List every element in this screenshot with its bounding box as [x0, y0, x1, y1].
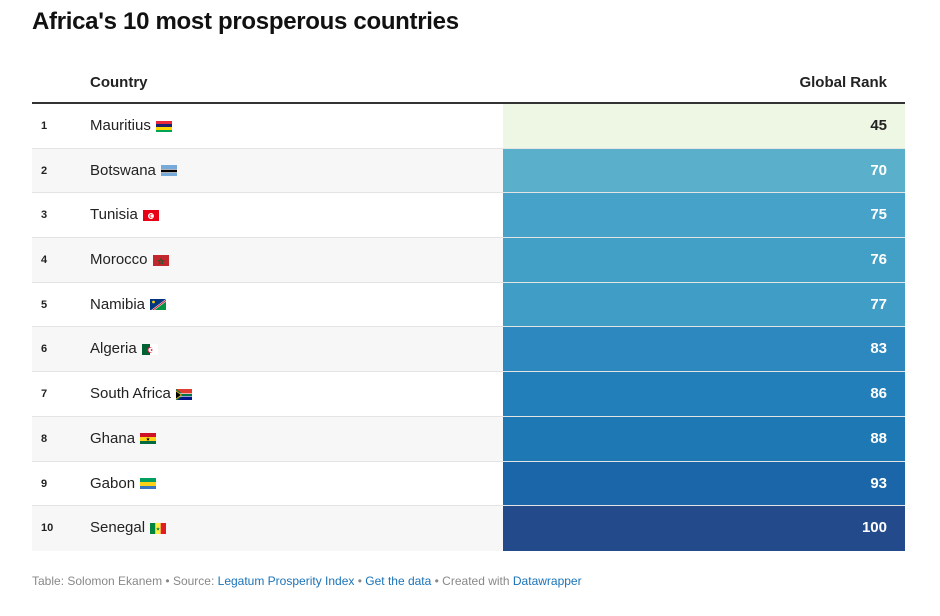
rank-heat-cell: 100 — [503, 506, 905, 551]
country-name: Tunisia — [90, 206, 138, 224]
row-number: 5 — [41, 298, 48, 311]
get-data-link[interactable]: Get the data — [365, 574, 432, 588]
rank-value: 93 — [870, 474, 887, 492]
rank-heat-cell: 70 — [503, 148, 905, 193]
row-number: 7 — [41, 388, 48, 401]
namibia-flag-icon — [150, 298, 167, 311]
chart-title: Africa's 10 most prosperous countries — [32, 8, 459, 35]
table-row: 5 Namibia 77 — [32, 282, 905, 328]
table-row: 10 Senegal 100 — [32, 506, 905, 551]
footer-credits: Table: Solomon Ekanem • Source: Legatum … — [32, 574, 582, 588]
country-cell: Senegal — [90, 519, 167, 537]
ranking-table: Country Global Rank 1 Mauritius 45 2 Botswan… — [32, 62, 905, 551]
table-row: 9 Gabon 93 — [32, 461, 905, 507]
algeria-flag-icon — [141, 343, 158, 355]
column-header-global-rank[interactable]: Global Rank — [799, 74, 887, 91]
country-name: South Africa — [90, 385, 171, 403]
rank-heat-cell: 83 — [503, 327, 905, 372]
rank-heat-cell: 86 — [503, 372, 905, 416]
country-name: Senegal — [90, 519, 146, 537]
country-cell: Mauritius — [90, 117, 172, 134]
datawrapper-link[interactable]: Datawrapper — [512, 574, 582, 588]
country-cell: Botswana — [90, 162, 177, 179]
footer-separator: • — [354, 574, 366, 588]
table-row: 4 Morocco 76 — [32, 238, 905, 283]
table-row: 3 Tunisia 75 — [32, 193, 905, 239]
rank-value: 76 — [870, 251, 887, 269]
mauritius-flag-icon — [155, 120, 172, 132]
country-cell: Algeria — [90, 340, 158, 357]
botswana-flag-icon — [160, 164, 177, 177]
senegal-flag-icon — [150, 522, 167, 534]
rank-value: 70 — [870, 161, 887, 179]
country-name: Botswana — [90, 161, 156, 179]
row-number: 2 — [41, 164, 48, 177]
rank-heat-cell: 75 — [503, 193, 905, 238]
rank-heat-cell: 77 — [503, 282, 905, 327]
country-cell: South Africa — [90, 385, 192, 402]
rank-value: 86 — [870, 385, 887, 403]
row-number: 6 — [41, 343, 48, 356]
rank-heat-cell: 45 — [503, 104, 905, 148]
country-cell: Ghana — [90, 429, 157, 447]
country-name: Algeria — [90, 340, 137, 358]
gabon-flag-icon — [140, 477, 157, 489]
row-number: 4 — [41, 254, 48, 267]
footer-credit-text: Table: Solomon Ekanem • Source: — [32, 574, 218, 588]
row-number: 10 — [41, 522, 54, 535]
row-number: 9 — [41, 477, 48, 490]
footer-created-with: • Created with — [431, 574, 513, 588]
rank-value: 100 — [861, 519, 887, 537]
country-name: Mauritius — [90, 117, 151, 134]
country-name: Gabon — [90, 474, 136, 492]
table-row: 2 Botswana 70 — [32, 148, 905, 194]
table-row: 6 Algeria 83 — [32, 327, 905, 373]
source-link[interactable]: Legatum Prosperity Index — [217, 574, 355, 588]
rank-value: 75 — [870, 206, 887, 224]
country-cell: Namibia — [90, 295, 167, 313]
row-number: 8 — [41, 432, 48, 445]
country-name: Morocco — [90, 251, 148, 269]
rank-value: 83 — [870, 340, 887, 358]
morocco-flag-icon — [152, 254, 169, 266]
rank-heat-cell: 93 — [503, 461, 905, 506]
row-number: 1 — [41, 120, 48, 132]
table-row: 7 South Africa 86 — [32, 372, 905, 417]
table-header: Country Global Rank — [32, 62, 905, 104]
tunisia-flag-icon — [142, 209, 159, 221]
row-number: 3 — [41, 209, 48, 222]
country-cell: Tunisia — [90, 206, 159, 223]
ghana-flag-icon — [140, 432, 157, 445]
country-name: Namibia — [90, 295, 146, 313]
rank-heat-cell: 76 — [503, 238, 905, 282]
country-name: Ghana — [90, 429, 136, 447]
table-row: 8 Ghana 88 — [32, 416, 905, 462]
rank-heat-cell: 88 — [503, 416, 905, 461]
rank-value: 45 — [870, 117, 887, 134]
rank-value: 77 — [870, 295, 887, 313]
country-cell: Gabon — [90, 474, 157, 492]
country-cell: Morocco — [90, 251, 169, 268]
south-africa-flag-icon — [175, 388, 192, 400]
table-row: 1 Mauritius 45 — [32, 104, 905, 149]
rank-value: 88 — [870, 429, 887, 447]
column-header-country[interactable]: Country — [90, 74, 148, 91]
table-body: 1 Mauritius 45 2 Botswana 70 3 Tunisia 75 4 Morocc… — [32, 104, 905, 551]
